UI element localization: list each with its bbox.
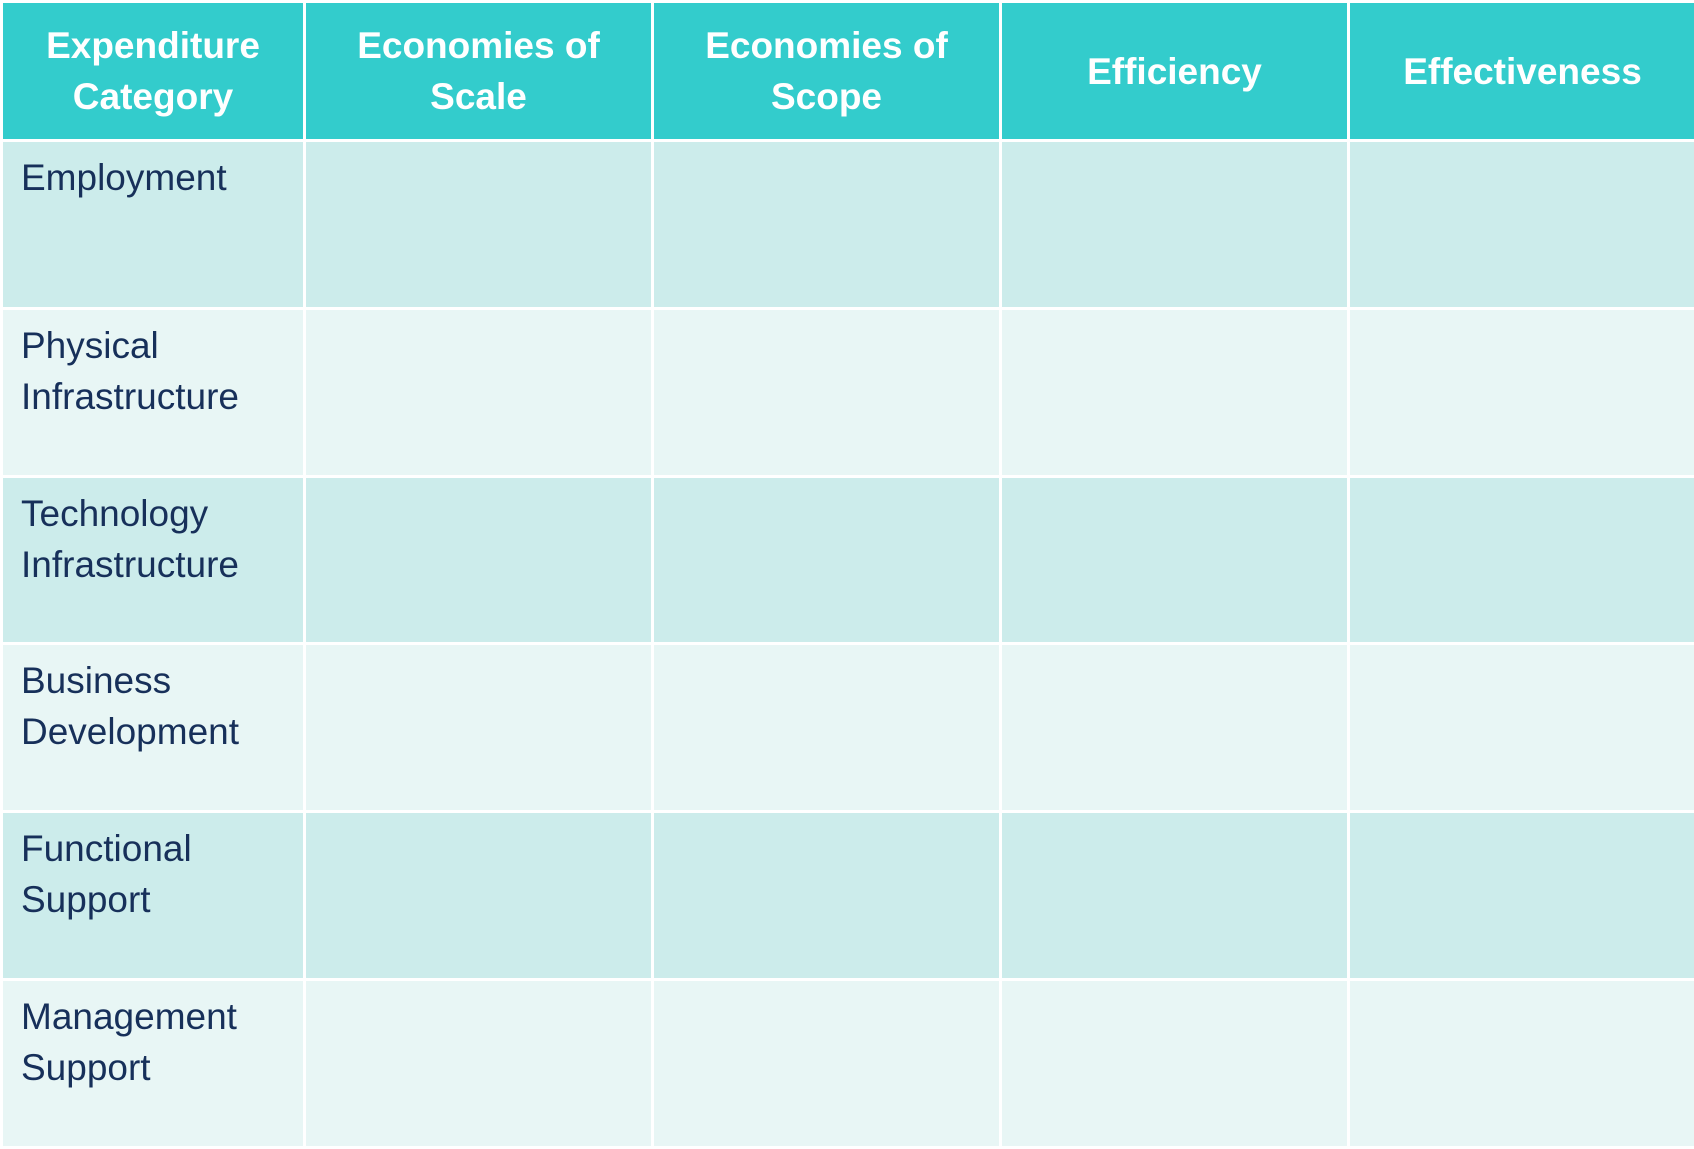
table-row: Technology Infrastructure	[3, 477, 1694, 643]
table-cell	[306, 142, 651, 307]
table-cell	[1350, 981, 1694, 1146]
header-label: Economies of Scope	[705, 25, 948, 117]
row-category-physical-infrastructure: Physical Infrastructure	[3, 309, 303, 475]
header-row: Expenditure Category Economies of Scale …	[3, 3, 1694, 139]
table-cell	[654, 477, 999, 643]
table-header: Expenditure Category Economies of Scale …	[3, 3, 1694, 139]
table-cell	[1350, 645, 1694, 811]
row-category-technology-infrastructure: Technology Infrastructure	[3, 477, 303, 643]
header-efficiency: Efficiency	[1002, 3, 1347, 139]
table-cell	[1002, 142, 1347, 307]
header-economies-of-scale: Economies of Scale	[306, 3, 651, 139]
row-category-business-development: Business Development	[3, 645, 303, 811]
table-cell	[654, 309, 999, 475]
table-cell	[1350, 309, 1694, 475]
table-cell	[654, 981, 999, 1146]
table-cell	[1350, 142, 1694, 307]
table-row: Functional Support	[3, 813, 1694, 979]
table-cell	[306, 813, 651, 979]
table-row: Physical Infrastructure	[3, 309, 1694, 475]
header-label: Expenditure Category	[46, 25, 260, 117]
table-cell	[306, 981, 651, 1146]
table-cell	[306, 309, 651, 475]
table-row: Management Support	[3, 981, 1694, 1146]
table-body: Employment Physical Infrastructure Techn…	[3, 142, 1694, 1146]
row-category-functional-support: Functional Support	[3, 813, 303, 979]
table-cell	[1002, 981, 1347, 1146]
table-cell	[654, 142, 999, 307]
header-effectiveness: Effectiveness	[1350, 3, 1694, 139]
table-cell	[654, 813, 999, 979]
header-expenditure-category: Expenditure Category	[3, 3, 303, 139]
table-cell	[1002, 813, 1347, 979]
table-cell	[1002, 645, 1347, 811]
table-cell	[654, 645, 999, 811]
header-label: Efficiency	[1087, 50, 1262, 92]
header-label: Economies of Scale	[357, 25, 600, 117]
table-cell	[1002, 477, 1347, 643]
header-label: Effectiveness	[1403, 50, 1642, 92]
table-row: Business Development	[3, 645, 1694, 811]
table-cell	[306, 645, 651, 811]
row-category-employment: Employment	[3, 142, 303, 307]
header-economies-of-scope: Economies of Scope	[654, 3, 999, 139]
table-cell	[1350, 477, 1694, 643]
table-row: Employment	[3, 142, 1694, 307]
table-cell	[1002, 309, 1347, 475]
row-category-management-support: Management Support	[3, 981, 303, 1146]
table-cell	[306, 477, 651, 643]
table-cell	[1350, 813, 1694, 979]
